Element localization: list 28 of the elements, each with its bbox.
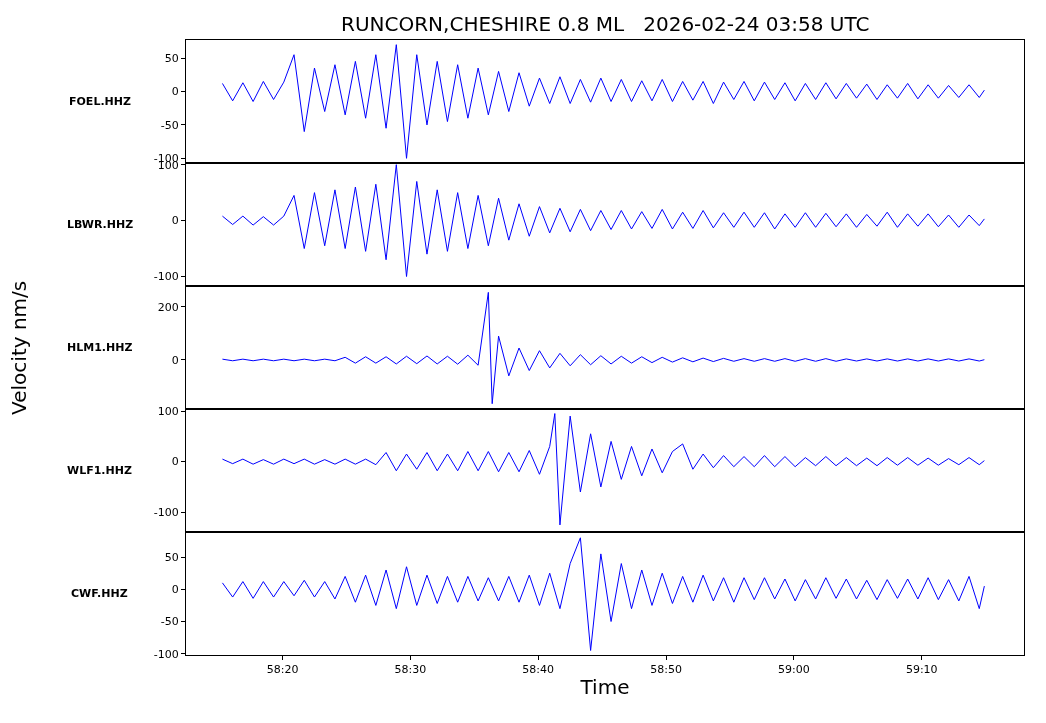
y-axis-title: FOEL.HHZ (69, 95, 131, 108)
chart-title: RUNCORN,CHESHIRE 0.8 ML 2026-02-24 03:58 UTC (341, 12, 870, 36)
y-tick-label: -50 (160, 615, 179, 629)
x-tick-label: 58:30 (394, 663, 427, 677)
y-axis-title: LBWR.HHZ (67, 218, 134, 231)
y-tick-label: -100 (153, 506, 179, 520)
x-tick-label: 59:00 (778, 663, 810, 677)
y-tick-label: 0 (171, 455, 179, 469)
y-tick-label: 100 (157, 404, 179, 418)
x-tick-label: 59:10 (905, 663, 938, 677)
y-tick-label: 50 (164, 51, 179, 65)
y-tick-label: 0 (171, 214, 179, 228)
y-axis-title: HLM1.HHZ (67, 341, 133, 354)
x-tick-label: 58:50 (650, 663, 682, 677)
y-tick-label: -50 (160, 118, 179, 132)
y-axis-title: CWF.HHZ (71, 587, 128, 600)
y-axis-title: WLF1.HHZ (67, 464, 132, 477)
y-tick-label: 50 (164, 550, 179, 564)
text: Velocity nm/s (6, 280, 31, 415)
y-tick-label: -100 (153, 270, 179, 284)
x-tick-label: 58:40 (522, 663, 555, 677)
y-tick-label: 0 (171, 85, 179, 99)
y-tick-label: 200 (157, 300, 179, 314)
x-axis-title: Time (579, 674, 630, 699)
x-tick-label: 58:20 (266, 663, 299, 677)
y-tick-label: 0 (171, 583, 179, 597)
y-tick-label: 0 (171, 353, 179, 367)
y-tick-label: -100 (153, 647, 179, 661)
